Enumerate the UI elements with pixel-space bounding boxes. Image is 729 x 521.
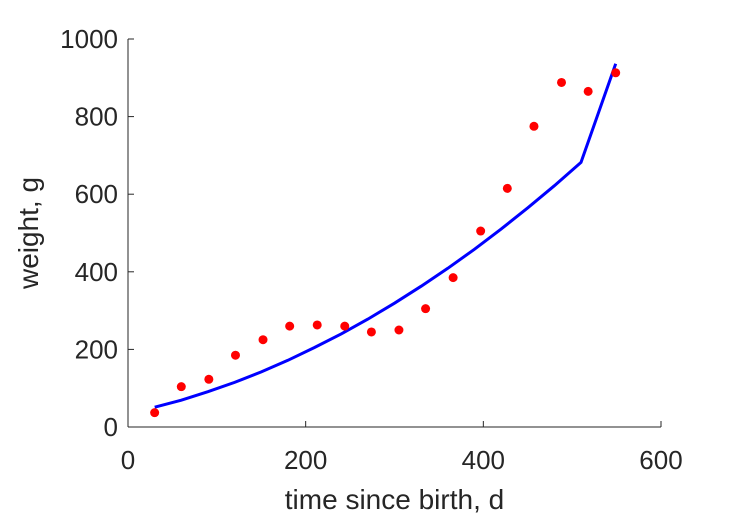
data-point — [476, 226, 486, 236]
data-point — [529, 121, 539, 131]
x-axis-label: time since birth, d — [285, 484, 504, 515]
y-tick-label: 200 — [75, 334, 118, 364]
x-tick-label: 0 — [121, 445, 135, 475]
series-layer — [150, 63, 621, 418]
y-tick-label: 400 — [75, 257, 118, 287]
x-tick-label: 600 — [639, 445, 682, 475]
data-point — [204, 374, 214, 384]
axes: 0 200 400 600 0 200 400 600 800 1000 — [60, 24, 683, 475]
y-tick-label: 600 — [75, 179, 118, 209]
data-point — [583, 86, 593, 96]
x-tick-label: 400 — [462, 445, 505, 475]
data-point — [258, 335, 268, 345]
y-axis-label: weight, g — [13, 177, 44, 290]
data-point — [312, 320, 322, 330]
x-tick-label: 200 — [284, 445, 327, 475]
data-point — [394, 325, 404, 335]
data-point — [340, 321, 350, 331]
data-point — [285, 321, 295, 331]
data-point — [230, 350, 240, 360]
data-point — [557, 77, 567, 87]
data-point — [448, 273, 458, 283]
data-point — [176, 382, 186, 392]
y-tick-label: 800 — [75, 102, 118, 132]
data-point — [366, 327, 376, 337]
data-point — [421, 304, 431, 314]
data-point — [150, 408, 160, 418]
fit-line — [154, 63, 618, 409]
data-point — [611, 68, 621, 78]
y-tick-label: 1000 — [60, 24, 118, 54]
data-point — [502, 183, 512, 193]
y-tick-label: 0 — [104, 412, 118, 442]
